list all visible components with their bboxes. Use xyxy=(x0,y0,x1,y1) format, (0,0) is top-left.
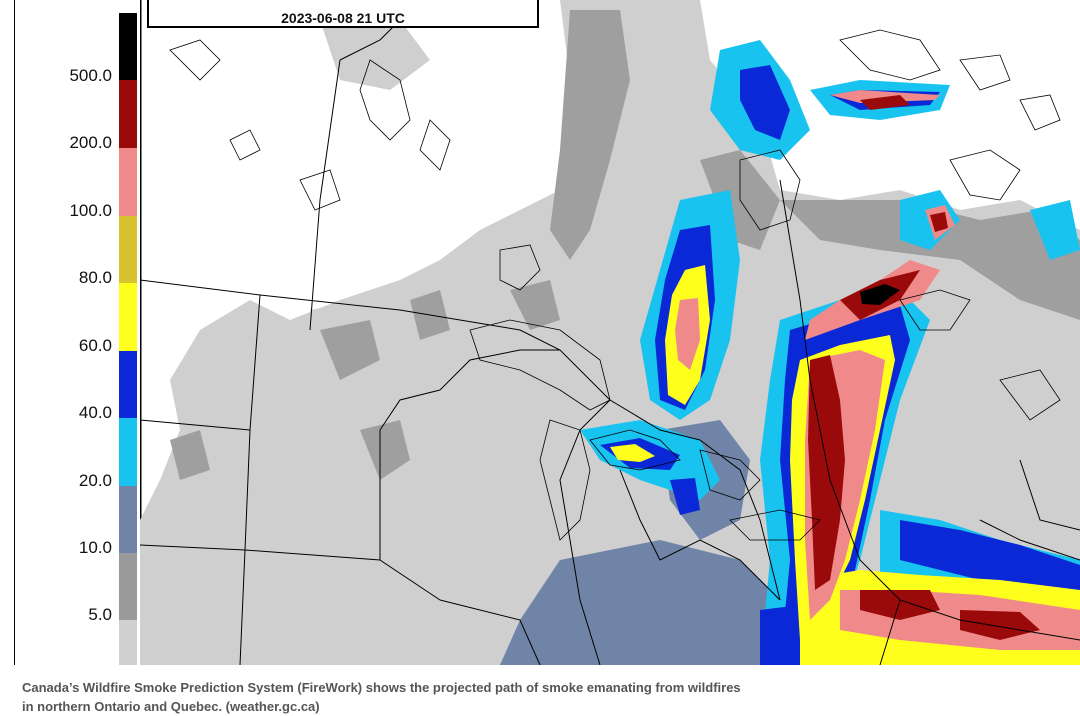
legend-frame-line xyxy=(14,0,15,665)
valid-time-box: 2023-06-08 21 UTC xyxy=(147,0,539,28)
smoke-forecast-figure: 500.0 200.0 100.0 80.0 60.0 40.0 20.0 10… xyxy=(0,0,1080,665)
valid-time-label: 2023-06-08 21 UTC xyxy=(281,10,405,26)
legend-swatch-lightgray xyxy=(119,620,137,665)
caption-line-2: in northern Ontario and Quebec. (weather… xyxy=(22,699,320,714)
legend-tick-80: 80.0 xyxy=(78,268,112,287)
legend-swatch-yellow xyxy=(119,283,137,351)
legend-tick-100: 100.0 xyxy=(69,201,112,220)
caption-line-1: Canada’s Wildfire Smoke Prediction Syste… xyxy=(22,680,741,695)
legend-tick-20: 20.0 xyxy=(78,471,112,490)
legend-swatch-black xyxy=(119,13,137,80)
legend-swatch-pink xyxy=(119,148,137,216)
color-scale-legend: 500.0 200.0 100.0 80.0 60.0 40.0 20.0 10… xyxy=(0,0,140,665)
smoke-layer-black xyxy=(860,284,900,305)
legend-swatch-mustard xyxy=(119,216,137,283)
smoke-layer-gray xyxy=(170,10,1080,480)
lakes-coastlines xyxy=(169,29,1061,541)
legend-swatch-blue xyxy=(119,351,137,418)
legend-swatch-gray xyxy=(119,553,137,620)
legend-swatch-cyan xyxy=(119,418,137,486)
figure-caption: Canada’s Wildfire Smoke Prediction Syste… xyxy=(22,678,922,716)
legend-tick-40: 40.0 xyxy=(78,403,112,422)
legend-swatch-slate xyxy=(119,486,137,553)
smoke-concentration-map xyxy=(140,0,1080,665)
legend-tick-10: 10.0 xyxy=(78,538,112,557)
legend-tick-60: 60.0 xyxy=(78,336,112,355)
legend-tick-200: 200.0 xyxy=(69,133,112,152)
legend-tick-5: 5.0 xyxy=(88,605,112,624)
legend-swatch-darkred xyxy=(119,80,137,148)
legend-tick-500: 500.0 xyxy=(69,66,112,85)
